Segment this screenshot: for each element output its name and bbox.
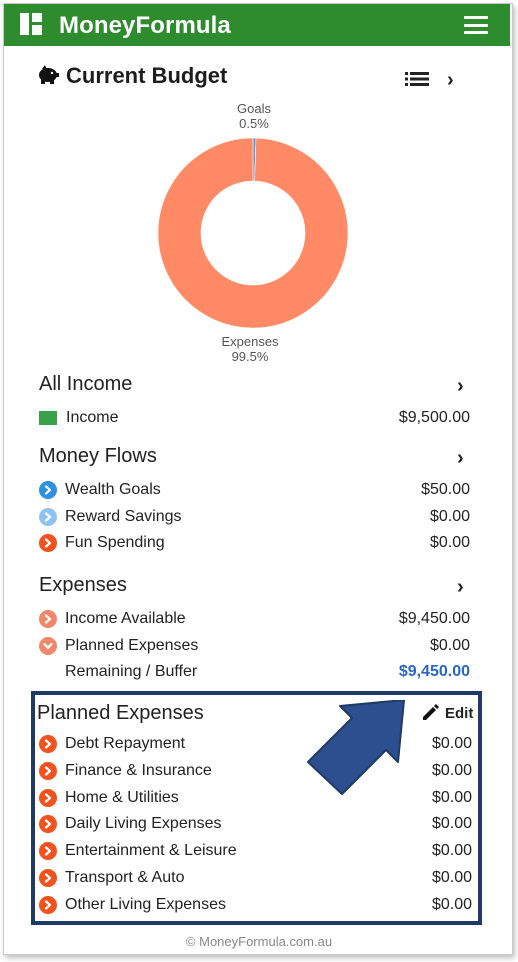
section-title-money-flows: Money Flows	[39, 445, 157, 467]
planned-expense-row[interactable]: Daily Living Expenses $0.00	[39, 813, 472, 835]
chevron-circle-icon	[39, 481, 57, 499]
money-flow-row[interactable]: Fun Spending $0.00	[39, 532, 470, 554]
planned-expense-label: Entertainment & Leisure	[65, 842, 237, 859]
planned-expense-row[interactable]: Finance & Insurance $0.00	[39, 760, 472, 782]
chevron-circle-icon	[39, 896, 57, 914]
flows-next-chevron-icon[interactable]: ›	[457, 447, 464, 469]
planned-expense-label: Other Living Expenses	[65, 896, 226, 913]
planned-expense-row[interactable]: Debt Repayment $0.00	[39, 733, 472, 755]
planned-expense-amount: $0.00	[431, 896, 472, 913]
section-title-expenses: Expenses	[39, 574, 127, 596]
planned-expense-label: Daily Living Expenses	[65, 815, 222, 832]
footer-copyright: © MoneyFormula.com.au	[185, 934, 333, 949]
expense-summary-row[interactable]: Remaining / Buffer $9,450.00	[39, 661, 470, 683]
planned-expense-amount: $0.00	[431, 789, 472, 806]
planned-expense-row[interactable]: Other Living Expenses $0.00	[39, 894, 472, 916]
expense-summary-label: Income Available	[65, 610, 186, 627]
chevron-circle-icon	[39, 508, 57, 526]
chevron-circle-icon	[39, 610, 57, 628]
planned-expense-amount: $0.00	[431, 815, 472, 832]
edit-button[interactable]: Edit	[421, 704, 473, 722]
expense-summary-label: Remaining / Buffer	[65, 663, 198, 680]
pencil-icon	[423, 704, 439, 720]
planned-expenses-title: Planned Expenses	[37, 702, 204, 724]
planned-expense-amount: $0.00	[431, 842, 472, 859]
planned-expense-label: Finance & Insurance	[65, 762, 212, 779]
budget-donut-chart	[158, 138, 348, 328]
planned-expense-amount: $0.00	[431, 735, 472, 752]
money-flow-label: Fun Spending	[65, 534, 165, 551]
chevron-circle-icon	[39, 735, 57, 753]
planned-expense-row[interactable]: Home & Utilities $0.00	[39, 787, 472, 809]
hamburger-menu-icon[interactable]	[464, 16, 488, 34]
money-flow-row[interactable]: Wealth Goals $50.00	[39, 479, 470, 501]
money-flow-label: Reward Savings	[65, 508, 182, 525]
expense-summary-label: Planned Expenses	[65, 637, 199, 654]
page-title: Current Budget	[66, 63, 228, 88]
expense-summary-amount: $0.00	[429, 637, 470, 654]
donut-label-expenses: Expenses 99.5%	[221, 334, 279, 364]
planned-expense-label: Transport & Auto	[65, 869, 185, 886]
planned-expense-amount: $0.00	[431, 869, 472, 886]
expense-summary-amount: $9,450.00	[398, 610, 470, 627]
chevron-circle-icon	[39, 869, 57, 887]
section-title-all-income: All Income	[39, 373, 133, 395]
planned-expense-amount: $0.00	[431, 762, 472, 779]
expense-summary-amount: $9,450.00	[398, 663, 470, 680]
income-color-swatch	[39, 411, 57, 425]
expense-summary-row[interactable]: Planned Expenses $0.00	[39, 635, 470, 657]
money-flow-label: Wealth Goals	[65, 481, 161, 498]
expense-summary-row[interactable]: Income Available $9,450.00	[39, 608, 470, 630]
callout-arrow-icon	[307, 700, 405, 795]
expenses-next-chevron-icon[interactable]: ›	[457, 576, 464, 598]
edit-label: Edit	[445, 704, 474, 722]
planned-expense-row[interactable]: Transport & Auto $0.00	[39, 867, 472, 889]
income-label: Income	[66, 409, 119, 426]
planned-expense-label: Debt Repayment	[65, 735, 186, 752]
money-flow-amount: $0.00	[429, 534, 470, 551]
money-flow-row[interactable]: Reward Savings $0.00	[39, 506, 470, 528]
chevron-circle-icon	[39, 762, 57, 780]
dashboard-logo-icon	[20, 13, 42, 35]
income-amount: $9,500.00	[398, 409, 470, 426]
chevron-circle-icon	[39, 815, 57, 833]
list-view-icon[interactable]	[405, 72, 429, 86]
money-flow-amount: $0.00	[429, 508, 470, 525]
income-row[interactable]: Income $9,500.00	[39, 407, 470, 429]
chevron-down-circle-icon	[39, 637, 57, 655]
planned-expense-row[interactable]: Entertainment & Leisure $0.00	[39, 840, 472, 862]
planned-expense-label: Home & Utilities	[65, 789, 179, 806]
planned-expenses-highlight-box	[31, 691, 482, 925]
money-flow-amount: $50.00	[421, 481, 470, 498]
chevron-circle-icon	[39, 842, 57, 860]
donut-label-goals: Goals 0.5%	[237, 101, 271, 131]
income-next-chevron-icon[interactable]: ›	[457, 375, 464, 397]
chevron-circle-icon	[39, 789, 57, 807]
donut-slice-expenses	[158, 138, 348, 328]
app-bar: MoneyFormula	[4, 4, 510, 46]
budget-next-chevron-icon[interactable]: ›	[447, 69, 454, 91]
app-title: MoneyFormula	[59, 12, 231, 39]
piggy-bank-icon	[39, 65, 59, 84]
chevron-circle-icon	[39, 534, 57, 552]
